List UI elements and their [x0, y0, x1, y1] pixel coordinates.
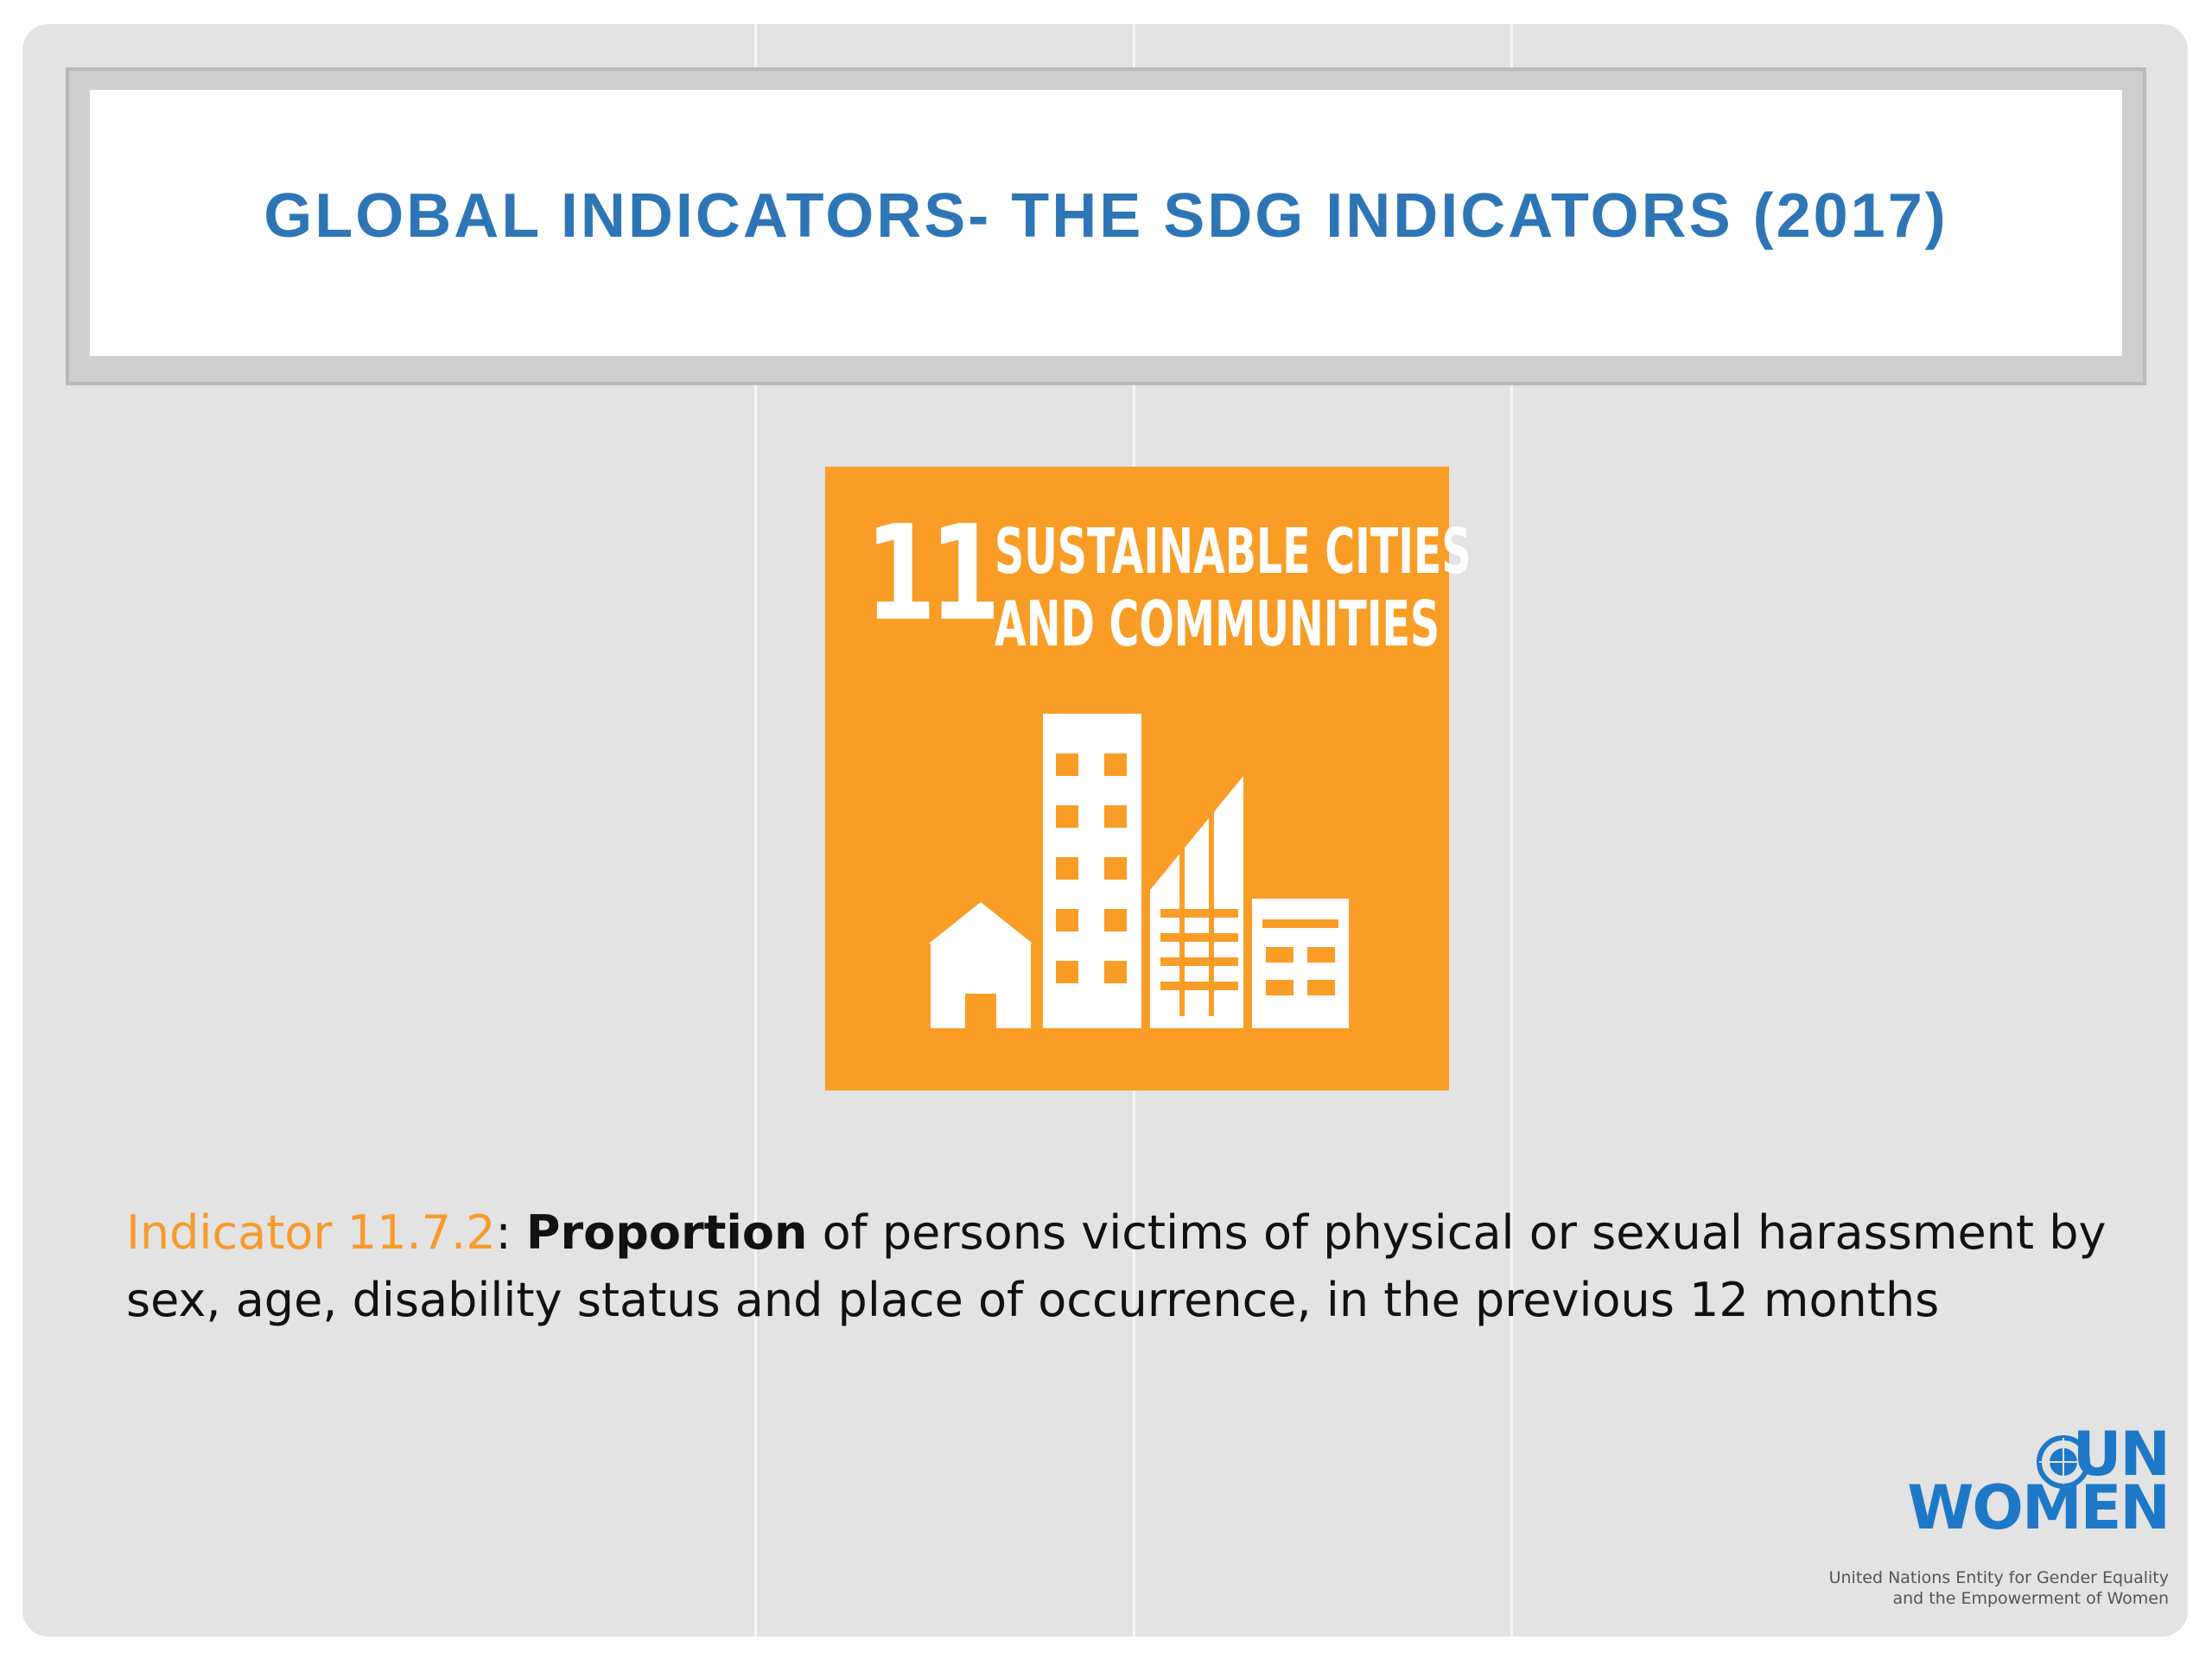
indicator-keyword: Proportion [525, 1205, 808, 1260]
sdg-title-line1: SUSTAINABLE CITIES [995, 515, 1471, 588]
slide: GLOBAL INDICATORS- THE SDG INDICATORS (2… [22, 24, 2188, 1637]
city-buildings-icon [929, 714, 1349, 1028]
indicator-code: Indicator 11.7.2 [126, 1205, 496, 1260]
background-divider [1510, 24, 1513, 1637]
logo-women-text: WOMEN [1907, 1472, 2171, 1543]
sdg-title-line2: AND COMMUNITIES [995, 588, 1440, 660]
title-frame: GLOBAL INDICATORS- THE SDG INDICATORS (2… [66, 67, 2146, 385]
title-box: GLOBAL INDICATORS- THE SDG INDICATORS (2… [90, 90, 2122, 356]
logo-un-text: UN [2072, 1419, 2171, 1490]
un-emblem-icon [2037, 1435, 2090, 1489]
sdg-goal-11-tile: 11 SUSTAINABLE CITIES AND COMMUNITIES [825, 467, 1471, 1090]
indicator-text: Indicator 11.7.2: Proportion of persons … [126, 1199, 2113, 1334]
un-women-logo: UN WOMEN United Nations Entity for Gende… [1797, 1419, 2171, 1616]
logo-tagline: United Nations Entity for Gender Equalit… [1829, 1567, 2169, 1609]
sdg-number: 11 [865, 497, 1001, 650]
slide-title: GLOBAL INDICATORS- THE SDG INDICATORS (2… [264, 181, 1948, 251]
indicator-description: of persons victims of physical or sexual… [126, 1205, 2107, 1327]
indicator-separator: : [495, 1205, 526, 1260]
logo-tagline-line2: and the Empowerment of Women [1892, 1589, 2169, 1608]
logo-tagline-line1: United Nations Entity for Gender Equalit… [1828, 1568, 2169, 1587]
sdg-title: SUSTAINABLE CITIES AND COMMUNITIES [995, 515, 1471, 660]
background-divider [754, 24, 757, 1637]
